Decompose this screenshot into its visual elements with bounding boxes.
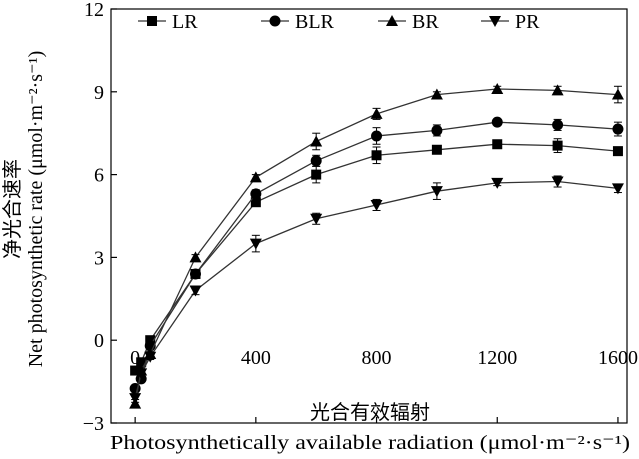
data-point-pr: [135, 368, 148, 380]
x-axis: 0 400 800 1200 1600: [130, 347, 638, 423]
legend-marker-lr: [147, 16, 157, 26]
data-point-lr: [250, 197, 261, 208]
data-point-lr: [431, 144, 442, 155]
x-tick-label: 400: [241, 347, 271, 369]
x-tick-label: 1600: [598, 347, 638, 369]
data-point-pr: [310, 213, 323, 225]
y-tick-label: 0: [94, 330, 104, 352]
legend-item-lr: LR: [138, 11, 198, 33]
data-point-pr: [249, 238, 262, 250]
data-point-lr: [136, 357, 147, 368]
data-point-blr: [491, 116, 503, 128]
x-tick-label: 0: [130, 347, 140, 369]
legend-item-pr: PR: [481, 11, 540, 33]
data-point-blr: [431, 124, 443, 136]
x-tick-label: 800: [362, 347, 392, 369]
data-point-pr: [144, 351, 157, 363]
data-point-lr: [552, 140, 563, 151]
data-point-blr: [189, 268, 201, 280]
x-axis-title-chinese: 光合有效辐射: [310, 401, 430, 424]
data-point-pr: [611, 183, 624, 195]
y-tick-label: 6: [94, 165, 104, 187]
y-axis: −3 0 3 6 9 12: [83, 0, 117, 435]
y-axis-title-chinese: 净光合速率: [1, 159, 24, 259]
legend-label-br: BR: [412, 11, 439, 33]
data-point-pr: [189, 285, 202, 297]
legend-item-br: BR: [378, 11, 439, 33]
data-point-br: [551, 84, 564, 96]
data-point-br: [189, 251, 202, 263]
legend-label-lr: LR: [172, 11, 198, 33]
data-point-pr: [129, 393, 142, 405]
data-point-br: [430, 88, 443, 100]
series-lr: [130, 138, 623, 376]
plot-frame: [110, 8, 628, 424]
data-point-br: [611, 88, 624, 100]
data-point-br: [370, 107, 383, 119]
data-point-lr: [145, 335, 156, 346]
data-point-lr: [371, 150, 382, 161]
legend-marker-blr: [269, 15, 281, 27]
legend-label-blr: BLR: [295, 11, 335, 33]
y-tick-label: 12: [84, 0, 104, 21]
data-point-blr: [612, 123, 624, 135]
series-layer: [129, 83, 624, 409]
legend: LR BLR BR PR: [138, 11, 540, 33]
data-point-lr: [311, 169, 322, 180]
y-tick-label: 3: [94, 247, 104, 269]
data-point-br: [310, 135, 323, 147]
plot-border: [110, 8, 628, 424]
data-point-pr: [430, 186, 443, 198]
series-pr: [129, 175, 624, 405]
data-point-lr: [612, 146, 623, 157]
y-tick-label: −3: [83, 413, 104, 435]
data-point-blr: [250, 188, 262, 200]
data-point-pr: [370, 199, 383, 211]
data-point-blr: [552, 119, 564, 131]
legend-item-blr: BLR: [261, 11, 335, 33]
data-point-blr: [310, 155, 322, 167]
data-point-blr: [371, 130, 383, 142]
data-point-br: [491, 83, 504, 95]
y-tick-label: 9: [94, 82, 104, 104]
y-axis-title-english: Net photosynthetic rate (μmol·m⁻²·s⁻¹): [25, 51, 47, 368]
x-axis-title-english: Photosynthetically available radiation (…: [110, 432, 630, 454]
legend-label-pr: PR: [515, 11, 540, 33]
data-point-pr: [551, 176, 564, 188]
data-point-lr: [130, 365, 141, 376]
x-tick-label: 1200: [477, 347, 517, 369]
data-point-br: [249, 171, 262, 183]
data-point-lr: [492, 139, 503, 150]
data-point-pr: [491, 177, 504, 189]
legend-marker-br: [386, 15, 398, 26]
legend-marker-pr: [489, 16, 501, 27]
